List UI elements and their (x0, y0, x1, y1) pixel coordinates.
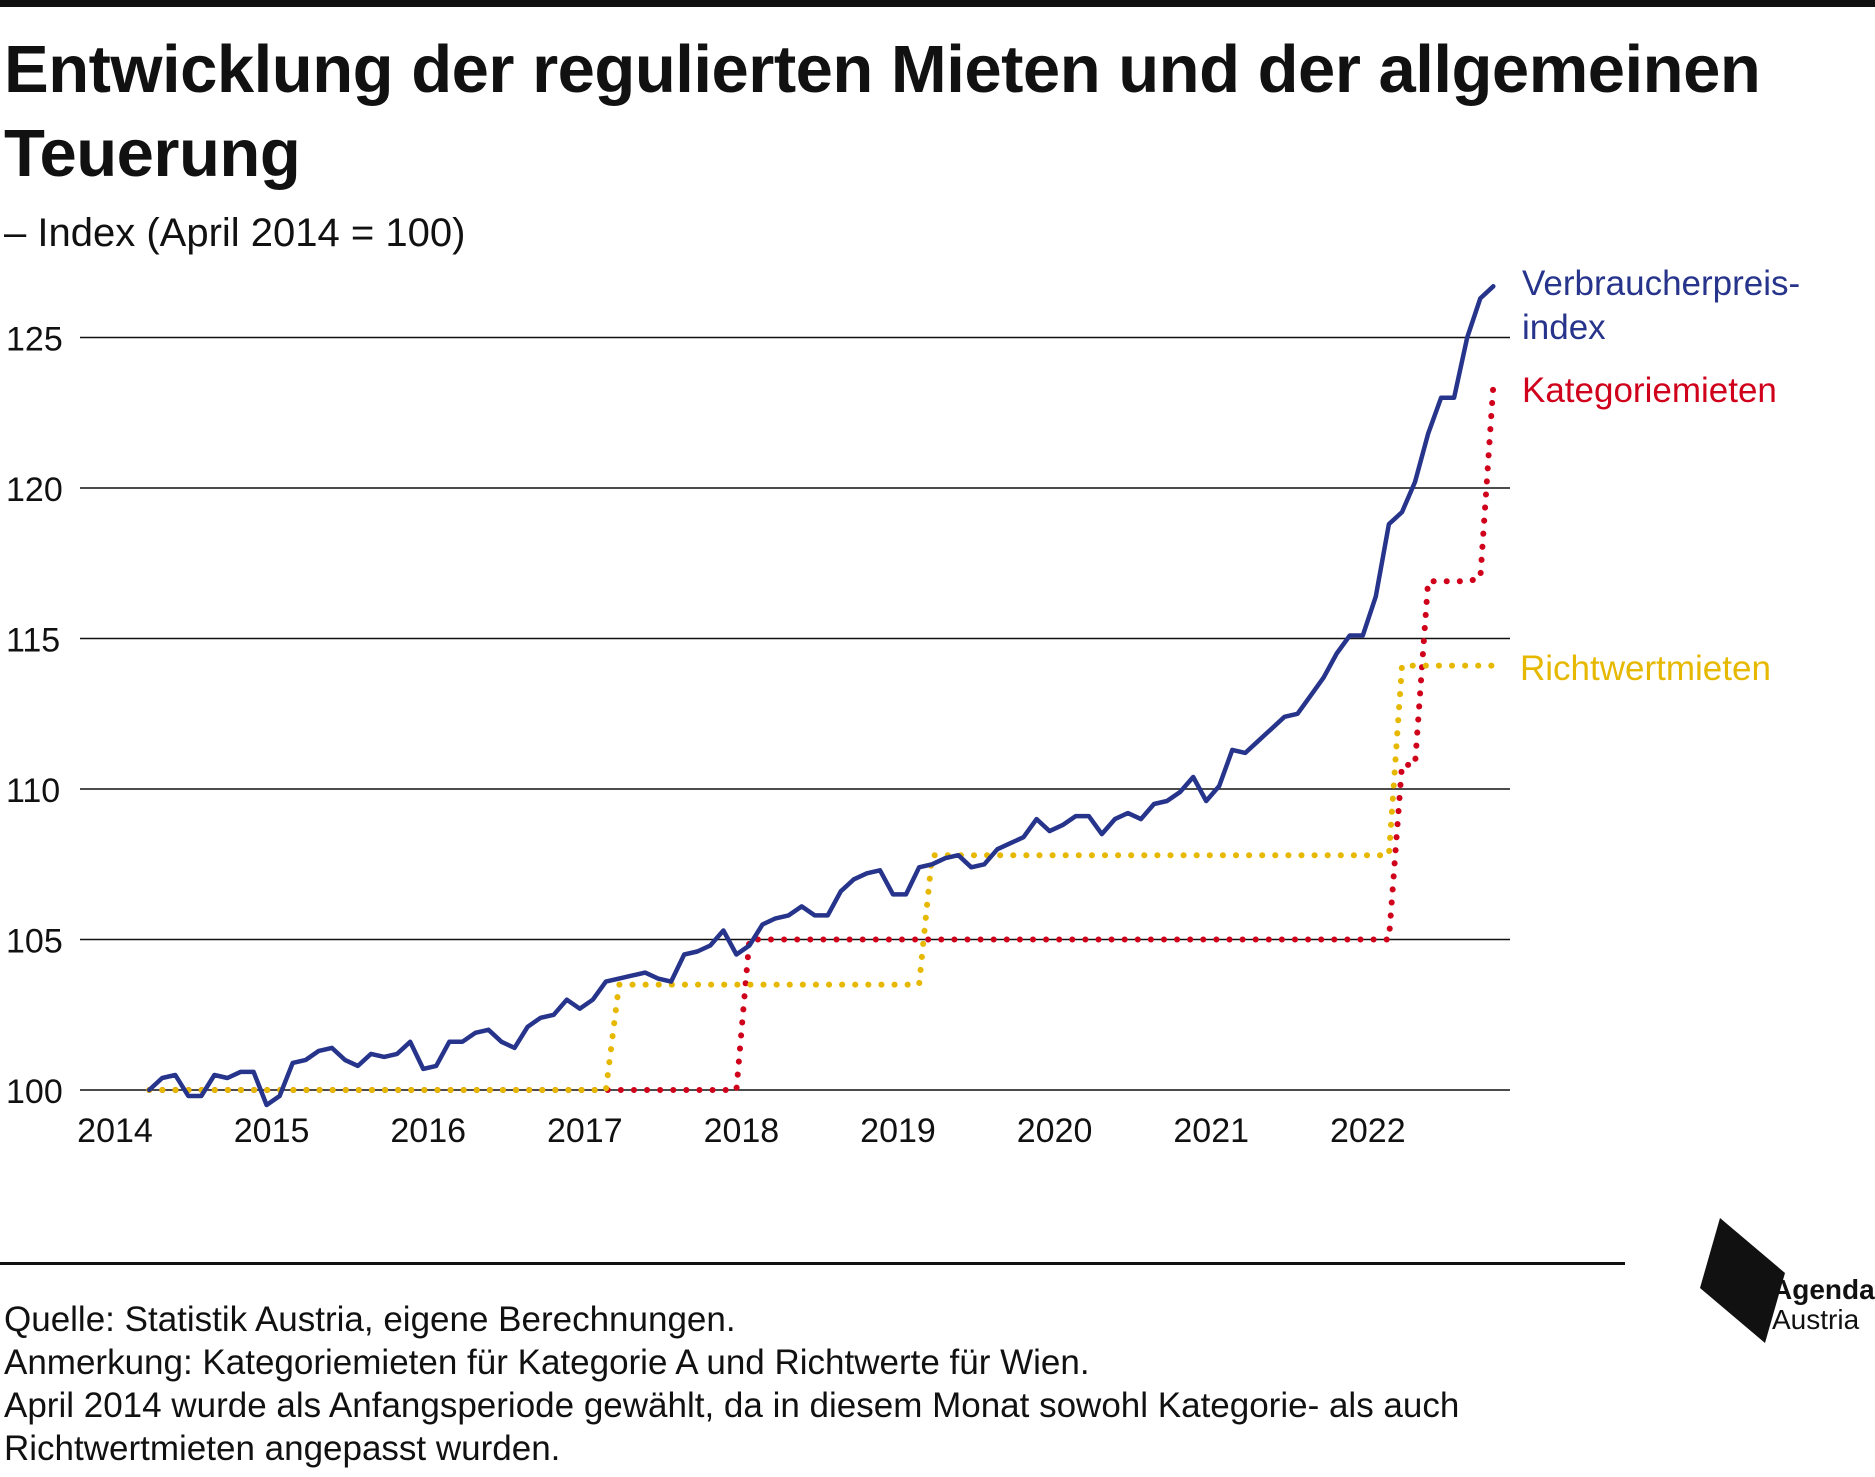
y-tick-label-100: 100 (6, 1073, 63, 1111)
footnotes: Quelle: Statistik Austria, eigene Berech… (4, 1298, 1459, 1470)
y-axis-tick-labels: 100 105 110 115 120 125 (6, 321, 63, 1112)
y-tick-label-115: 115 (6, 622, 60, 660)
y-tick-label-110: 110 (6, 772, 60, 810)
y-tick-label-120: 120 (6, 471, 63, 509)
top-rule (0, 0, 1875, 7)
series-lines (146, 284, 1497, 1108)
chart-subtitle: – Index (April 2014 = 100) (4, 211, 466, 255)
series-line-1 (146, 284, 1496, 1108)
series-line-3 (146, 662, 1497, 1093)
logo-word-agenda: Agenda (1772, 1274, 1875, 1305)
period-note-line2: Richtwertmieten angepasst wurden. (4, 1429, 561, 1468)
x-tick-label-2019: 2019 (860, 1112, 936, 1150)
x-tick-label-2020: 2020 (1017, 1112, 1093, 1150)
agenda-austria-logo-icon (1700, 1218, 1785, 1343)
period-note-line1: April 2014 wurde als Anfangsperiode gewä… (4, 1386, 1460, 1425)
page-title: Entwicklung der regulierten Mieten und d… (4, 32, 1761, 191)
x-tick-label-2014: 2014 (77, 1112, 153, 1150)
x-tick-label-2016: 2016 (390, 1112, 466, 1150)
logo-word-austria: Austria (1772, 1304, 1860, 1335)
bottom-rule (0, 1262, 1625, 1265)
remark-note: Anmerkung: Kategoriemieten für Kategorie… (4, 1343, 1090, 1382)
x-tick-label-2018: 2018 (704, 1112, 780, 1150)
series-line-2 (146, 382, 1497, 1093)
x-tick-label-2022: 2022 (1330, 1112, 1406, 1150)
series-label-2: Kategoriemieten (1522, 371, 1777, 410)
x-tick-label-2017: 2017 (547, 1112, 623, 1150)
grid-lines (80, 336, 1510, 1091)
y-tick-label-125: 125 (6, 321, 63, 359)
x-axis-tick-labels: 2014 2015 2016 2017 2018 2019 2020 2021 2022 (77, 1112, 1405, 1150)
x-tick-label-2015: 2015 (234, 1112, 310, 1150)
series-label-1: Verbraucherpreis-index (1522, 264, 1800, 347)
source-note: Quelle: Statistik Austria, eigene Berech… (4, 1300, 736, 1339)
x-tick-label-2021: 2021 (1173, 1112, 1249, 1150)
y-tick-label-105: 105 (6, 923, 63, 961)
series-label-3: Richtwertmieten (1520, 649, 1771, 688)
series-labels: Verbraucherpreis-index Kategoriemieten Ric… (1520, 264, 1800, 688)
